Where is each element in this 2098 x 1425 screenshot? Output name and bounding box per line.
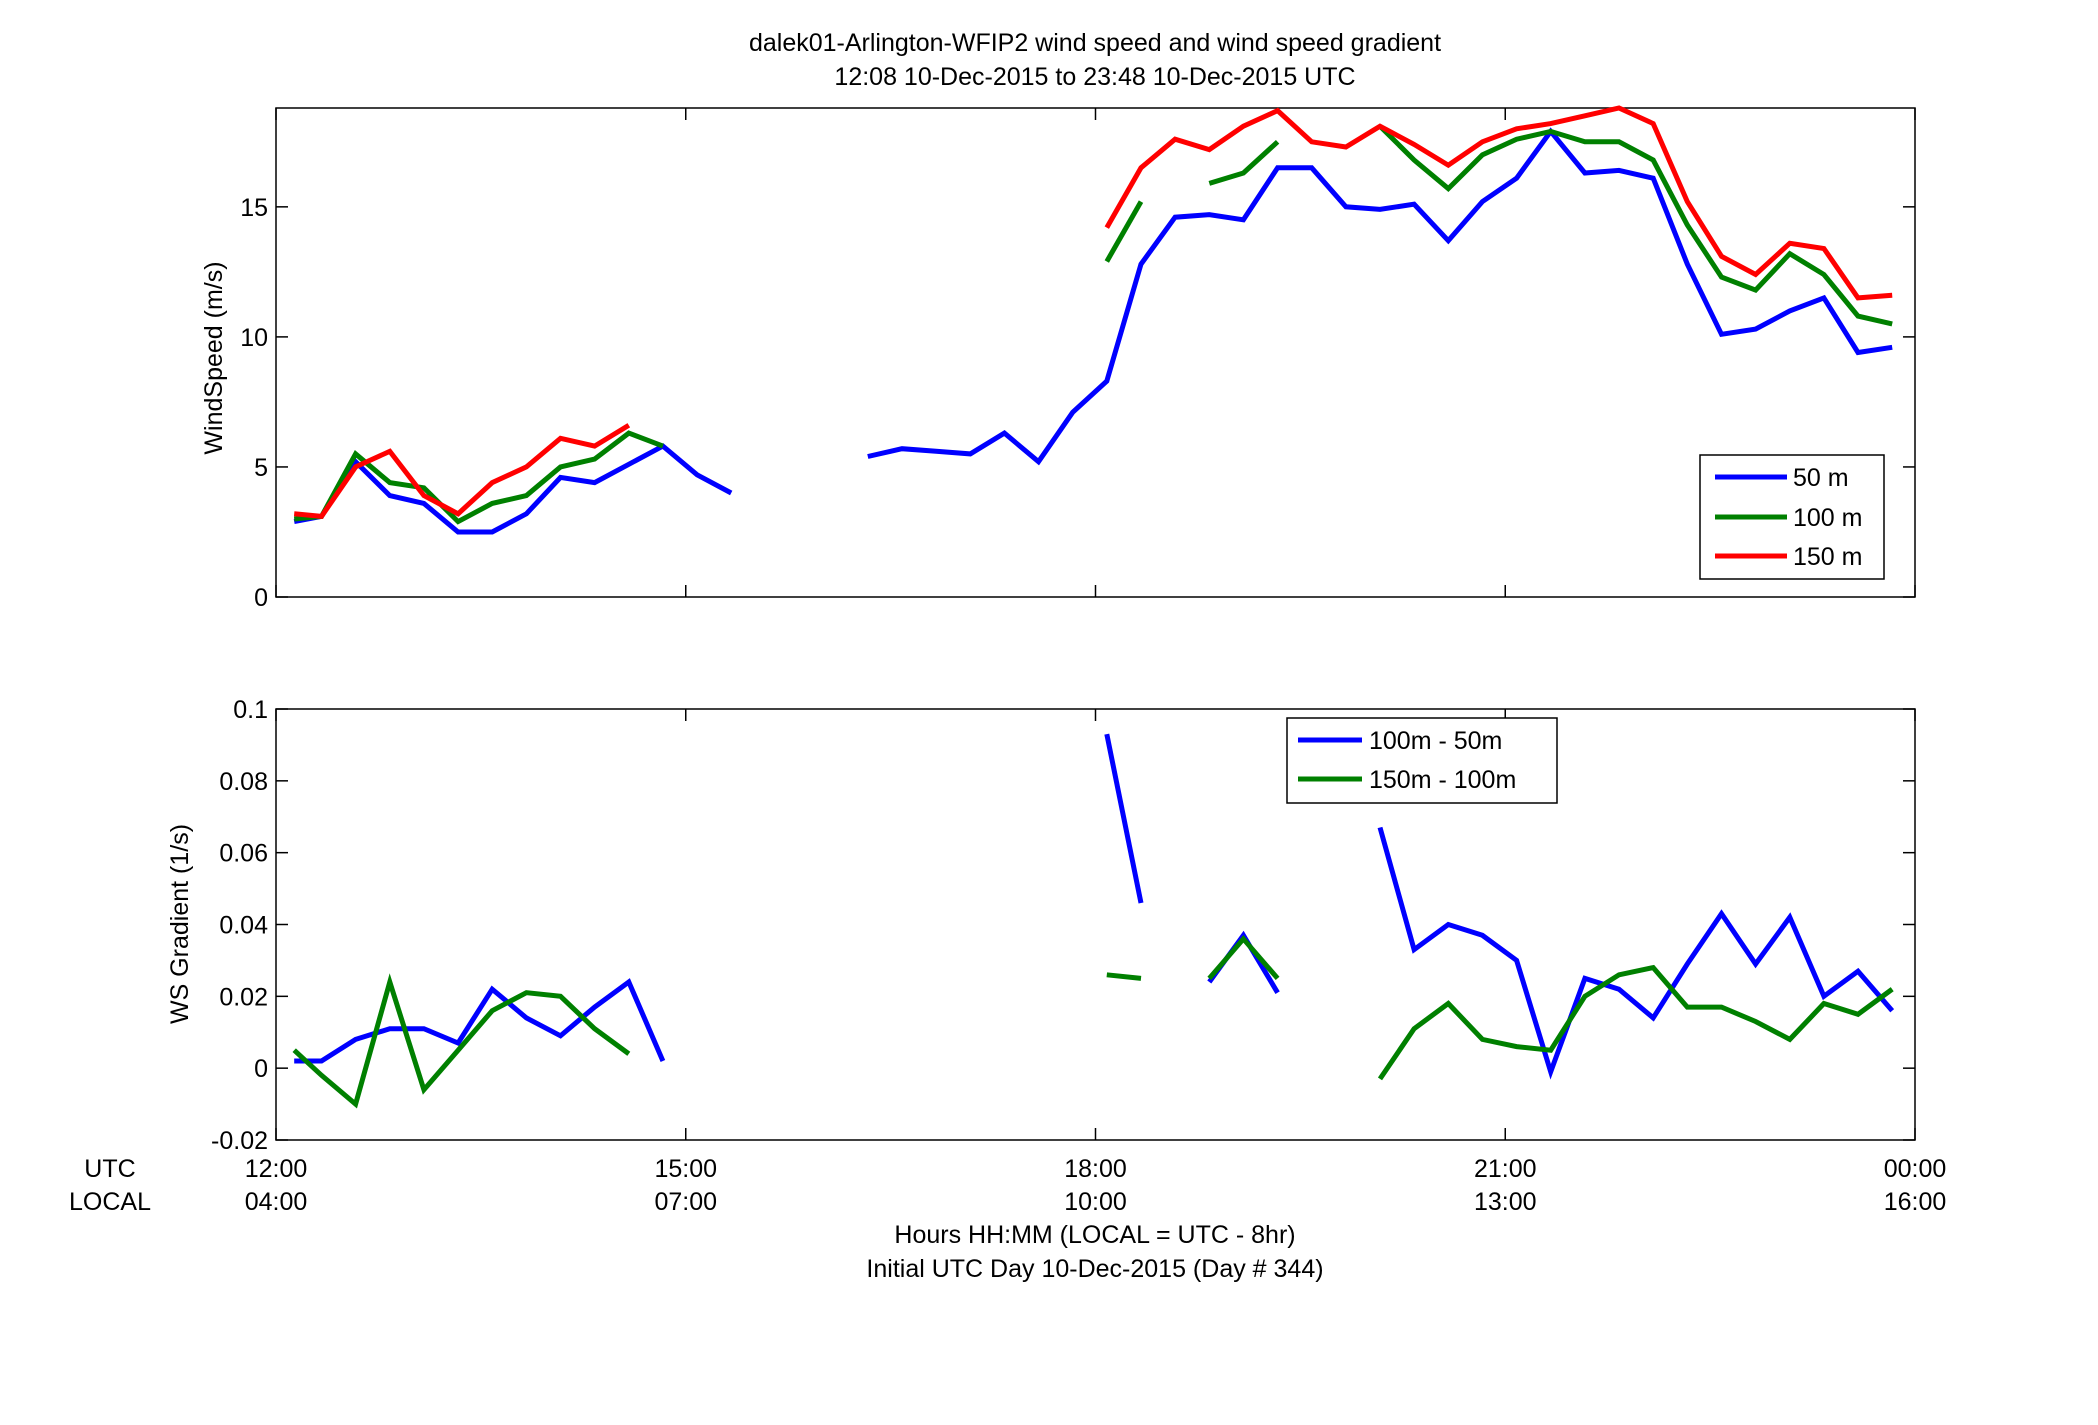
gradient-series-150m-100m-line <box>1377 964 1894 1081</box>
gradient-y-label: WS Gradient (1/s) <box>166 824 194 1024</box>
legend-100m-50m-label: 100m - 50m <box>1369 727 1502 755</box>
wind-speed-panel: 0 5 10 15 WindSpeed (m/s) 50 m 100 m 150 m <box>200 105 1916 612</box>
gradient-axes-box <box>275 708 1916 1141</box>
x-tick-labels: 12:00 04:00 15:00 07:00 18:00 10:00 21:00 13:00… <box>245 1155 1947 1216</box>
x-tick-label-local: 07:00 <box>654 1188 717 1216</box>
legend-150m-100m-label: 150m - 100m <box>1369 766 1516 794</box>
chart-title-line2: 12:08 10-Dec-2015 to 23:48 10-Dec-2015 U… <box>834 63 1355 91</box>
wind-speed-axes-box <box>275 107 1916 598</box>
wind-speed-series-50-m-line <box>867 127 1893 466</box>
gradient-series-150m-100m-line <box>1106 972 1142 981</box>
gradient-y-tick-label: 0.04 <box>219 912 268 940</box>
wind-speed-x-ticks <box>275 108 1916 597</box>
legend-50m-label: 50 m <box>1793 464 1849 492</box>
wind-speed-series-150-m-line <box>1104 105 1893 301</box>
x-tick-label-local: 10:00 <box>1064 1188 1127 1216</box>
wind-speed-legend: 50 m 100 m 150 m <box>1699 454 1885 580</box>
gradient-series-150m-100m-line <box>292 973 631 1109</box>
x-tick-label-local: 04:00 <box>245 1188 308 1216</box>
x-axis-label-line2: Initial UTC Day 10-Dec-2015 (Day # 344) <box>866 1255 1323 1283</box>
wind-speed-series <box>293 105 1893 535</box>
gradient-series <box>292 733 1895 1109</box>
gradient-series-150m-100m-line <box>1207 935 1280 981</box>
x-tick-label-local: 13:00 <box>1474 1188 1537 1216</box>
x-axis-label-line1: Hours HH:MM (LOCAL = UTC - 8hr) <box>894 1221 1295 1249</box>
gradient-panel: -0.02 0 0.02 0.04 0.06 0.08 0.1 WS Gradient (1… <box>166 696 1916 1155</box>
wind-speed-y-tick-label: 15 <box>240 194 268 222</box>
x-tick-label-utc: 18:00 <box>1064 1155 1127 1183</box>
gradient-series-100m-50m-line <box>1104 733 1144 904</box>
wind-speed-series-100-m-line <box>1208 139 1280 186</box>
local-row-label: LOCAL <box>69 1188 151 1216</box>
gradient-y-tick-label: 0.06 <box>219 840 268 868</box>
wind-speed-series-50-m-line <box>293 443 733 535</box>
gradient-y-tick-label: 0.1 <box>233 696 268 724</box>
wind-speed-y-tick-label: 5 <box>254 454 268 482</box>
x-tick-label-utc: 00:00 <box>1884 1155 1947 1183</box>
wind-speed-series-150-m-line <box>293 423 631 520</box>
wind-speed-y-label: WindSpeed (m/s) <box>200 261 228 454</box>
legend-100m-label: 100 m <box>1793 504 1862 532</box>
wind-speed-series-100-m-line <box>293 430 664 525</box>
x-tick-label-local: 16:00 <box>1884 1188 1947 1216</box>
wind-speed-series-100-m-line <box>1378 124 1893 327</box>
wind-speed-y-tick-label: 0 <box>254 584 268 612</box>
gradient-y-tick-label: 0.02 <box>219 983 268 1011</box>
wind-speed-series-100-m-line <box>1104 200 1144 263</box>
gradient-series-100m-50m-line <box>1377 826 1895 1080</box>
chart-title-line1: dalek01-Arlington-WFIP2 wind speed and w… <box>749 29 1441 57</box>
gradient-series-100m-50m-line <box>294 978 666 1064</box>
wind-speed-y-tick-label: 10 <box>240 324 268 352</box>
utc-row-label: UTC <box>84 1155 135 1183</box>
x-tick-label-utc: 21:00 <box>1474 1155 1537 1183</box>
gradient-y-ticks: -0.02 0 0.02 0.04 0.06 0.08 0.1 <box>211 696 1915 1155</box>
gradient-y-tick-label: 0 <box>254 1055 268 1083</box>
gradient-y-tick-label: 0.08 <box>219 768 268 796</box>
legend-150m-label: 150 m <box>1793 543 1862 571</box>
gradient-y-tick-label: -0.02 <box>211 1127 268 1155</box>
x-tick-label-utc: 15:00 <box>654 1155 717 1183</box>
wind-speed-y-ticks: 0 5 10 15 <box>240 194 1915 612</box>
x-tick-label-utc: 12:00 <box>245 1155 308 1183</box>
gradient-legend: 100m - 50m 150m - 100m <box>1286 717 1558 804</box>
